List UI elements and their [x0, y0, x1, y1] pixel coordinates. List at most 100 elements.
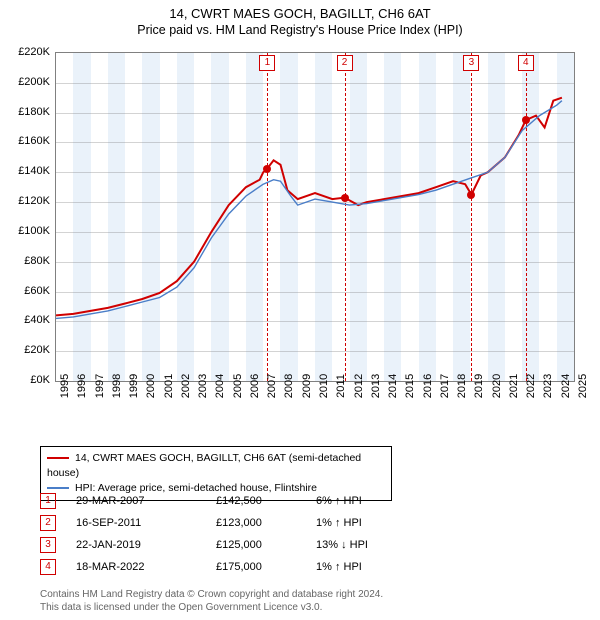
x-axis-label: 2023 — [542, 374, 554, 398]
title-block: 14, CWRT MAES GOCH, BAGILLT, CH6 6AT Pri… — [0, 0, 600, 37]
y-axis-label: £40K — [10, 314, 50, 326]
y-axis-label: £140K — [10, 165, 50, 177]
series-property — [56, 98, 562, 316]
x-axis-label: 2022 — [525, 374, 537, 398]
x-axis-label: 1997 — [94, 374, 106, 398]
sales-row-date: 22-JAN-2019 — [76, 539, 216, 551]
sale-marker-dot — [341, 194, 349, 202]
footer-line-1: Contains HM Land Registry data © Crown c… — [40, 588, 383, 601]
x-axis-label: 1996 — [76, 374, 88, 398]
x-axis-label: 2011 — [335, 374, 347, 398]
sales-row-delta: 6% ↑ HPI — [316, 495, 436, 507]
y-axis-label: £0K — [10, 374, 50, 386]
y-axis-label: £180K — [10, 106, 50, 118]
sale-marker-label: 1 — [259, 55, 275, 71]
sale-marker-label: 2 — [337, 55, 353, 71]
sale-marker-dot — [522, 116, 530, 124]
sales-row-delta-tag: HPI — [344, 561, 362, 573]
sales-row-delta-tag: HPI — [344, 495, 362, 507]
sales-row: 4 18-MAR-2022£175,0001% ↑ HPI — [40, 556, 436, 578]
x-axis-label: 2008 — [283, 374, 295, 398]
x-axis-label: 1995 — [59, 374, 71, 398]
x-axis-label: 2019 — [473, 374, 485, 398]
x-axis-label: 2016 — [422, 374, 434, 398]
sales-row-price: £123,000 — [216, 517, 316, 529]
x-axis-label: 2017 — [439, 374, 451, 398]
sales-row-date: 29-MAR-2007 — [76, 495, 216, 507]
x-axis-label: 2006 — [249, 374, 261, 398]
title-line-2: Price paid vs. HM Land Registry's House … — [0, 23, 600, 37]
sales-row-delta-pct: 13% — [316, 539, 338, 551]
page: 14, CWRT MAES GOCH, BAGILLT, CH6 6AT Pri… — [0, 0, 600, 620]
sales-table: 1 29-MAR-2007£142,5006% ↑ HPI 2 16-SEP-2011… — [40, 490, 436, 578]
sales-row-delta-pct: 1% — [316, 561, 332, 573]
x-axis-label: 2018 — [456, 374, 468, 398]
x-axis-label: 2021 — [508, 374, 520, 398]
legend-swatch — [47, 487, 69, 489]
sale-marker-dot — [263, 165, 271, 173]
x-axis-label: 2002 — [180, 374, 192, 398]
sales-row-delta-pct: 6% — [316, 495, 332, 507]
sales-row-delta: 1% ↑ HPI — [316, 517, 436, 529]
y-axis-label: £80K — [10, 255, 50, 267]
sales-row-delta-tag: HPI — [350, 539, 368, 551]
x-axis-label: 2014 — [387, 374, 399, 398]
sales-row-date: 16-SEP-2011 — [76, 517, 216, 529]
sales-row-delta: 13% ↓ HPI — [316, 539, 436, 551]
arrow-up-icon: ↑ — [335, 561, 341, 573]
sale-marker-label: 3 — [463, 55, 479, 71]
y-axis-label: £160K — [10, 135, 50, 147]
sales-row-date: 18-MAR-2022 — [76, 561, 216, 573]
sales-row-delta-pct: 1% — [316, 517, 332, 529]
x-axis-label: 1998 — [111, 374, 123, 398]
x-axis-label: 2001 — [163, 374, 175, 398]
x-axis-label: 2007 — [266, 374, 278, 398]
x-axis-label: 2020 — [491, 374, 503, 398]
y-axis-label: £120K — [10, 195, 50, 207]
legend-item: 14, CWRT MAES GOCH, BAGILLT, CH6 6AT (se… — [47, 451, 385, 481]
sales-row-index: 3 — [40, 537, 56, 553]
series-hpi — [56, 101, 562, 319]
footer-line-2: This data is licensed under the Open Gov… — [40, 601, 383, 614]
x-axis-label: 2015 — [404, 374, 416, 398]
arrow-up-icon: ↑ — [335, 517, 341, 529]
sale-marker-dot — [467, 191, 475, 199]
y-axis-label: £220K — [10, 46, 50, 58]
footer: Contains HM Land Registry data © Crown c… — [40, 588, 383, 614]
sales-row-price: £142,500 — [216, 495, 316, 507]
sales-row-price: £175,000 — [216, 561, 316, 573]
x-axis-label: 2024 — [560, 374, 572, 398]
legend-swatch — [47, 457, 69, 459]
legend-label: 14, CWRT MAES GOCH, BAGILLT, CH6 6AT (se… — [47, 452, 361, 479]
x-axis-label: 2010 — [318, 374, 330, 398]
arrow-up-icon: ↑ — [335, 495, 341, 507]
x-axis-label: 1999 — [128, 374, 140, 398]
sales-row-index: 2 — [40, 515, 56, 531]
x-axis-label: 2003 — [197, 374, 209, 398]
chart-lines — [56, 53, 574, 381]
x-axis-label: 2005 — [232, 374, 244, 398]
sales-row-index: 4 — [40, 559, 56, 575]
sales-row-price: £125,000 — [216, 539, 316, 551]
x-axis-label: 2000 — [145, 374, 157, 398]
x-axis-label: 2025 — [577, 374, 589, 398]
arrow-down-icon: ↓ — [341, 539, 347, 551]
y-axis-label: £60K — [10, 285, 50, 297]
sale-marker-label: 4 — [518, 55, 534, 71]
sales-row-delta: 1% ↑ HPI — [316, 561, 436, 573]
title-line-1: 14, CWRT MAES GOCH, BAGILLT, CH6 6AT — [0, 6, 600, 21]
chart: £0K £20K £40K £60K £80K £100K £120K £140K £160K £… — [10, 46, 590, 436]
sales-row-delta-tag: HPI — [344, 517, 362, 529]
sales-row: 3 22-JAN-2019£125,00013% ↓ HPI — [40, 534, 436, 556]
x-axis-label: 2009 — [301, 374, 313, 398]
y-axis-label: £20K — [10, 344, 50, 356]
x-axis-label: 2004 — [214, 374, 226, 398]
y-axis-label: £200K — [10, 76, 50, 88]
chart-plot-area: 1 2 3 4 — [55, 52, 575, 382]
sales-row-index: 1 — [40, 493, 56, 509]
y-axis-label: £100K — [10, 225, 50, 237]
sales-row: 2 16-SEP-2011£123,0001% ↑ HPI — [40, 512, 436, 534]
sales-row: 1 29-MAR-2007£142,5006% ↑ HPI — [40, 490, 436, 512]
x-axis-label: 2013 — [370, 374, 382, 398]
x-axis-label: 2012 — [353, 374, 365, 398]
